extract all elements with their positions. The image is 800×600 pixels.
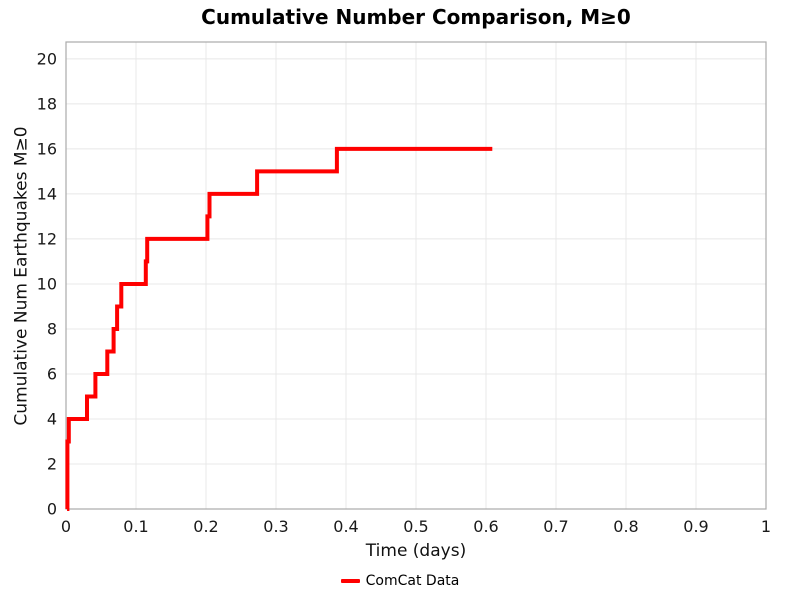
y-tick-label: 2 (47, 454, 57, 473)
y-tick-label: 8 (47, 319, 57, 338)
x-tick-label: 0.4 (333, 517, 358, 536)
x-axis-label: Time (days) (365, 541, 467, 561)
x-tick-label: 0.5 (403, 517, 428, 536)
y-tick-label: 4 (47, 409, 57, 428)
x-tick-label: 0.1 (123, 517, 148, 536)
y-tick-label: 18 (37, 94, 57, 113)
x-tick-label: 0.6 (473, 517, 498, 536)
chart-title: Cumulative Number Comparison, M≥0 (201, 5, 631, 29)
series-line-comcat (65, 146, 493, 511)
y-axis-label: Cumulative Num Earthquakes M≥0 (12, 125, 32, 426)
x-tick-label: 0.3 (263, 517, 288, 536)
x-tick-label: 0.9 (683, 517, 708, 536)
x-tick-label: 1 (761, 517, 771, 536)
y-tick-label: 10 (37, 274, 57, 293)
y-tick-label: 0 (47, 500, 57, 519)
y-tick-label: 14 (37, 184, 57, 203)
y-tick-label: 20 (37, 49, 57, 68)
x-tick-label: 0 (61, 517, 71, 536)
x-tick-label: 0.7 (543, 517, 568, 536)
legend: ComCat Data (0, 573, 800, 589)
y-tick-label: 6 (47, 364, 57, 383)
x-tick-label: 0.2 (193, 517, 218, 536)
legend-line-swatch (340, 579, 360, 583)
y-axis-label-wrap: Cumulative Num Earthquakes M≥0 (6, 42, 38, 509)
y-tick-label: 12 (37, 229, 57, 248)
legend-label: ComCat Data (365, 573, 460, 589)
x-tick-label: 0.8 (613, 517, 638, 536)
y-tick-label: 16 (37, 139, 57, 158)
plot-border (65, 41, 767, 510)
